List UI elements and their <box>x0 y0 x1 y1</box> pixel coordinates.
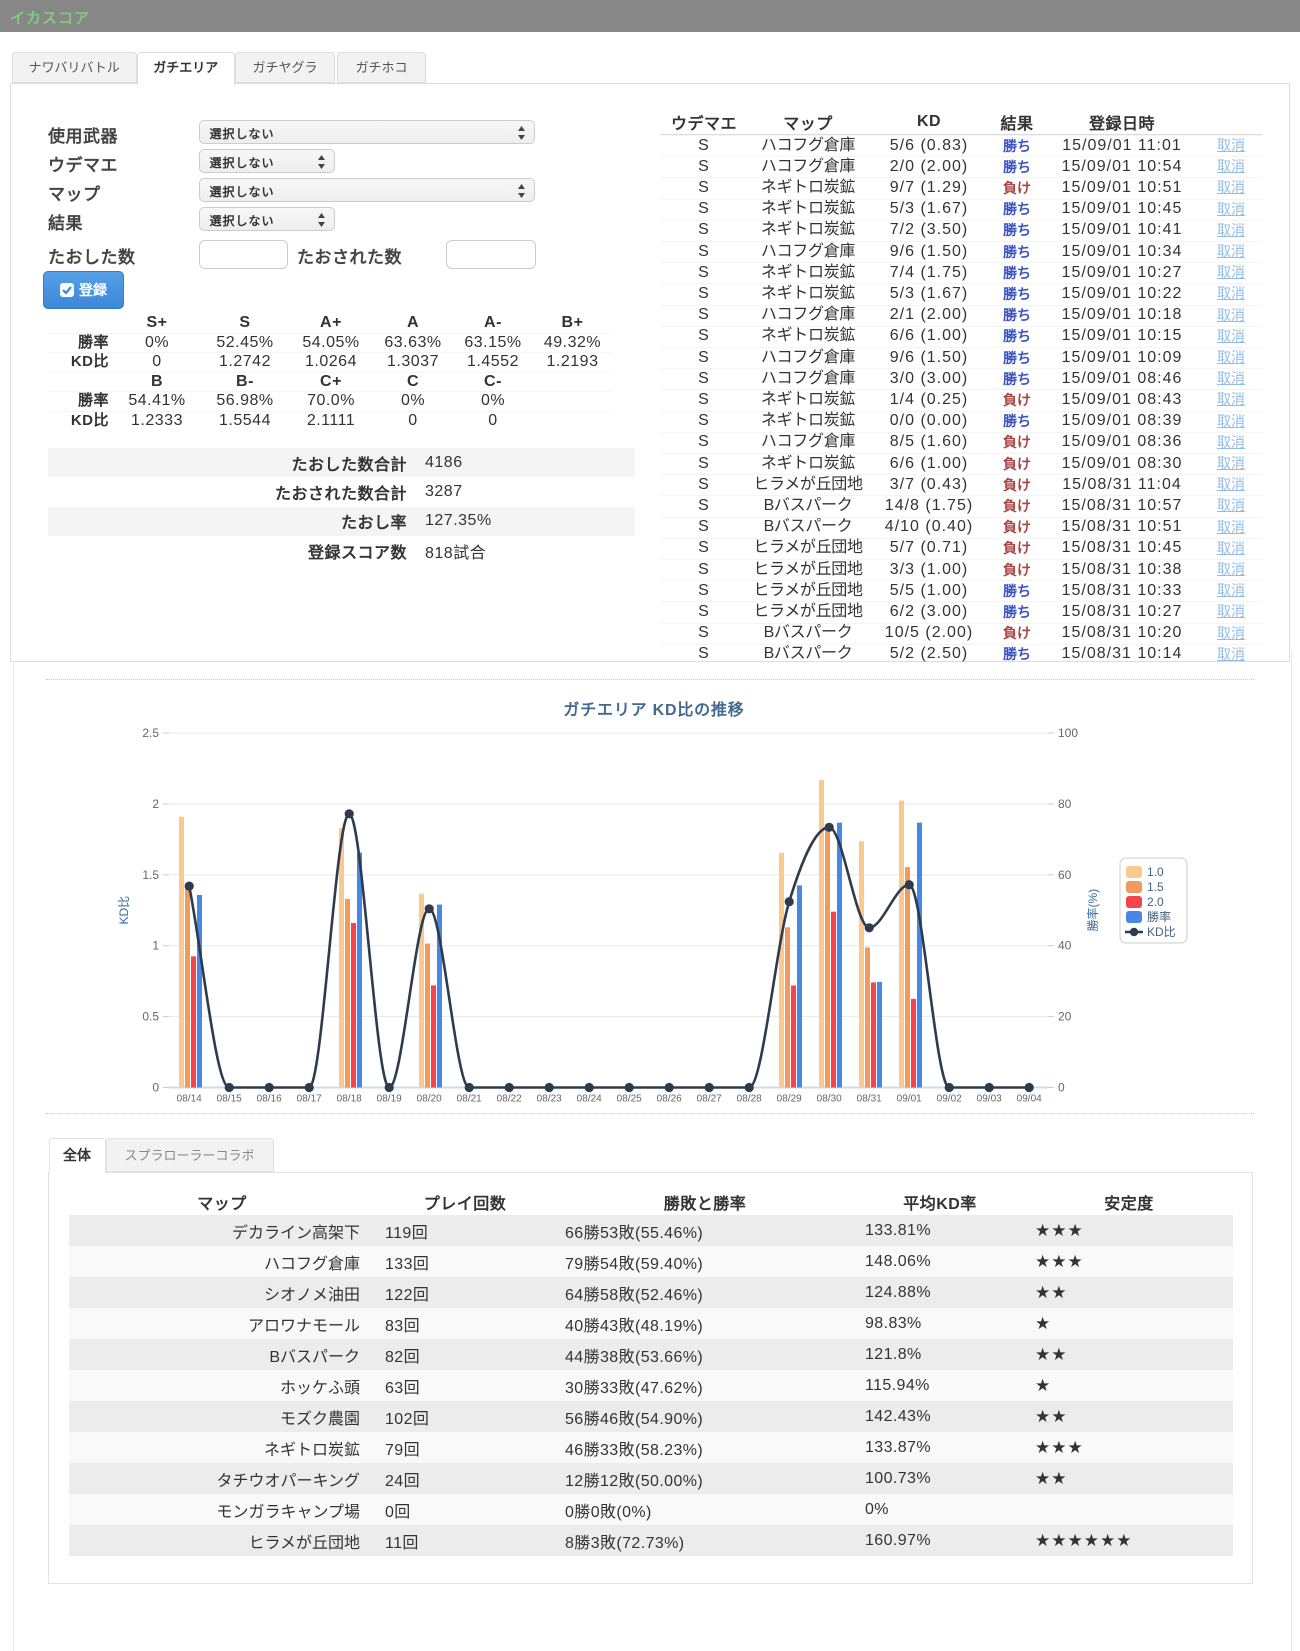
svg-text:KD比: KD比 <box>117 896 131 925</box>
svg-text:1.5: 1.5 <box>142 868 159 882</box>
svg-text:20: 20 <box>1058 1010 1072 1024</box>
svg-text:2: 2 <box>152 797 159 811</box>
svg-text:08/20: 08/20 <box>417 1094 442 1105</box>
svg-text:ガチエリア KD比の推移: ガチエリア KD比の推移 <box>563 700 744 719</box>
svg-text:1: 1 <box>152 939 159 953</box>
svg-text:40: 40 <box>1058 939 1072 953</box>
svg-text:2.0: 2.0 <box>1147 895 1164 909</box>
svg-text:08/14: 08/14 <box>177 1094 202 1105</box>
svg-text:08/26: 08/26 <box>657 1094 682 1105</box>
svg-text:2.5: 2.5 <box>142 726 159 740</box>
svg-text:100: 100 <box>1058 726 1078 740</box>
svg-text:08/24: 08/24 <box>577 1094 602 1105</box>
svg-text:09/01: 09/01 <box>897 1094 922 1105</box>
svg-text:08/15: 08/15 <box>217 1094 242 1105</box>
svg-text:1.5: 1.5 <box>1147 880 1164 894</box>
svg-text:60: 60 <box>1058 868 1072 882</box>
svg-text:08/16: 08/16 <box>257 1094 282 1105</box>
svg-text:08/25: 08/25 <box>617 1094 642 1105</box>
svg-text:08/21: 08/21 <box>457 1094 482 1105</box>
svg-text:08/19: 08/19 <box>377 1094 402 1105</box>
svg-text:08/31: 08/31 <box>857 1094 882 1105</box>
svg-text:勝率(%): 勝率(%) <box>1085 889 1100 932</box>
svg-text:08/17: 08/17 <box>297 1094 322 1105</box>
svg-text:09/04: 09/04 <box>1017 1094 1042 1105</box>
svg-text:08/18: 08/18 <box>337 1094 362 1105</box>
svg-text:09/02: 09/02 <box>937 1094 962 1105</box>
svg-text:80: 80 <box>1058 797 1072 811</box>
svg-text:08/23: 08/23 <box>537 1094 562 1105</box>
svg-text:09/03: 09/03 <box>977 1094 1002 1105</box>
svg-text:08/28: 08/28 <box>737 1094 762 1105</box>
svg-text:0: 0 <box>1058 1081 1065 1095</box>
svg-text:0: 0 <box>152 1081 159 1095</box>
svg-text:1.0: 1.0 <box>1147 865 1164 879</box>
svg-text:KD比: KD比 <box>1147 925 1176 939</box>
svg-text:08/30: 08/30 <box>817 1094 842 1105</box>
svg-text:08/22: 08/22 <box>497 1094 522 1105</box>
svg-text:0.5: 0.5 <box>142 1010 159 1024</box>
svg-text:08/27: 08/27 <box>697 1094 722 1105</box>
svg-text:08/29: 08/29 <box>777 1094 802 1105</box>
svg-text:勝率: 勝率 <box>1147 909 1171 924</box>
